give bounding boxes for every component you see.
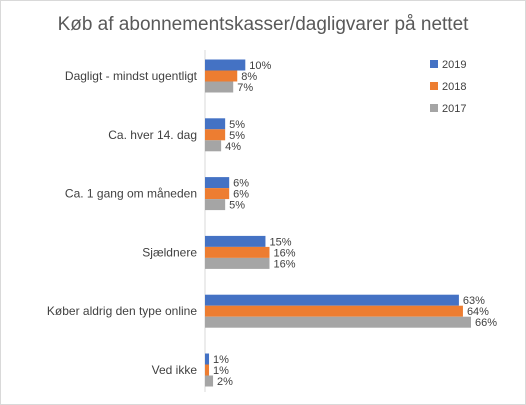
- bar-2017: [205, 316, 471, 328]
- data-label: 5%: [229, 119, 245, 131]
- legend: 2019 2018 2017: [430, 59, 466, 115]
- category-label: Dagligt - mindst ugentligt: [65, 69, 198, 83]
- bar-2018: [205, 305, 463, 317]
- legend-label: 2019: [442, 59, 466, 71]
- data-label: 2%: [217, 376, 233, 388]
- data-label: 16%: [273, 247, 295, 259]
- bar-2019: [205, 118, 226, 130]
- data-label: 64%: [467, 306, 489, 318]
- bar-2018: [205, 246, 270, 258]
- bar-2017: [205, 257, 270, 269]
- category-label: Ved ikke: [152, 363, 198, 377]
- bar-2018: [205, 129, 226, 141]
- category-label: Ca. 1 gang om måneden: [65, 187, 197, 201]
- data-label: 5%: [229, 130, 245, 142]
- data-label: 6%: [233, 189, 249, 201]
- data-label: 16%: [273, 258, 295, 270]
- category-label: Ca. hver 14. dag: [108, 128, 197, 142]
- bar-2017: [205, 140, 222, 152]
- data-label: 66%: [475, 317, 497, 329]
- legend-swatch-2019: [430, 60, 438, 68]
- legend-label: 2017: [442, 103, 466, 115]
- bar-2017: [205, 375, 214, 387]
- category-labels: Dagligt - mindst ugentligt Ca. hver 14. d…: [47, 69, 198, 377]
- data-label: 6%: [233, 178, 249, 190]
- data-label: 8%: [241, 71, 257, 83]
- data-label: 10%: [249, 60, 271, 72]
- bar-2019: [205, 353, 210, 365]
- category-label: Sjældnere: [142, 245, 197, 259]
- data-label: 63%: [463, 295, 485, 307]
- bar-2019: [205, 294, 459, 306]
- legend-swatch-2017: [430, 104, 438, 112]
- chart-title: Køb af abonnementskasser/dagligvarer på …: [58, 14, 470, 35]
- data-label: 15%: [269, 236, 291, 248]
- bar-2019: [205, 235, 266, 247]
- bar-2019: [205, 177, 230, 189]
- bar-2017: [205, 81, 234, 93]
- data-label: 5%: [229, 200, 245, 212]
- data-label: 1%: [213, 365, 229, 377]
- bar-2019: [205, 59, 246, 71]
- bar-2017: [205, 199, 226, 211]
- data-labels: 10%8%7%5%5%4%6%6%5%15%16%16%63%64%66%1%1…: [213, 60, 497, 388]
- bar-2018: [205, 364, 210, 376]
- category-label: Køber aldrig den type online: [47, 304, 197, 318]
- bar-2018: [205, 70, 238, 82]
- data-label: 7%: [237, 82, 253, 94]
- data-label: 1%: [213, 354, 229, 366]
- legend-label: 2018: [442, 81, 466, 93]
- data-label: 4%: [225, 141, 241, 153]
- bar-2018: [205, 188, 230, 200]
- legend-swatch-2018: [430, 82, 438, 90]
- bars: [205, 59, 471, 387]
